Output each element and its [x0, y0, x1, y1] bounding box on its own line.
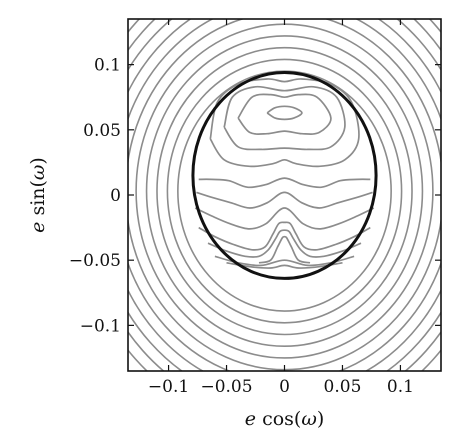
contour-wave-2 — [196, 191, 373, 209]
outer-circle-7 — [128, 19, 441, 371]
tick-labels: −0.1 −0.05 0 0.05 0.1 0.1 0.05 0 −0.05 −0.1 — [69, 56, 414, 397]
contour-lobe-bottom — [258, 235, 311, 264]
y-axis-label: e sin(ω) — [27, 157, 49, 233]
outer-circle-3 — [156, 46, 413, 336]
y-tick-label-2: 0.05 — [83, 121, 121, 141]
outer-circle-9 — [128, 19, 441, 371]
contour-wave-3 — [194, 207, 375, 230]
y-tick-label-1: 0.1 — [94, 56, 121, 76]
contour-island-top-1 — [266, 105, 303, 121]
x-tick-label-2: −0.05 — [200, 377, 252, 397]
x-tick-label-5: 0.1 — [387, 377, 414, 397]
contour-island-top-2 — [237, 93, 332, 135]
contour-island-top-3 — [223, 85, 346, 151]
contour-base-2 — [226, 261, 343, 269]
y-tick-label-3: 0 — [110, 186, 121, 206]
tick-marks — [128, 19, 441, 371]
x-tick-label-3: 0 — [279, 377, 290, 397]
contour-inner-band-1 — [209, 78, 360, 168]
x-tick-label-1: −0.1 — [148, 377, 189, 397]
outer-circle-5 — [135, 23, 434, 359]
contour-wave-5 — [207, 229, 362, 258]
contour-wave-4 — [198, 221, 371, 251]
outer-circle-4 — [145, 35, 424, 348]
outer-circle-2 — [166, 58, 403, 324]
separatrix-circle — [191, 70, 378, 280]
x-axis-label: e cos(ω) — [245, 408, 324, 430]
y-tick-label-5: −0.1 — [80, 316, 121, 336]
contour-lines — [128, 19, 441, 371]
contour-wave-1 — [198, 177, 371, 189]
y-tick-label-4: −0.05 — [69, 251, 121, 271]
outer-circle-10 — [128, 19, 441, 371]
outer-circle-6 — [128, 19, 441, 371]
x-tick-label-4: 0.05 — [324, 377, 362, 397]
